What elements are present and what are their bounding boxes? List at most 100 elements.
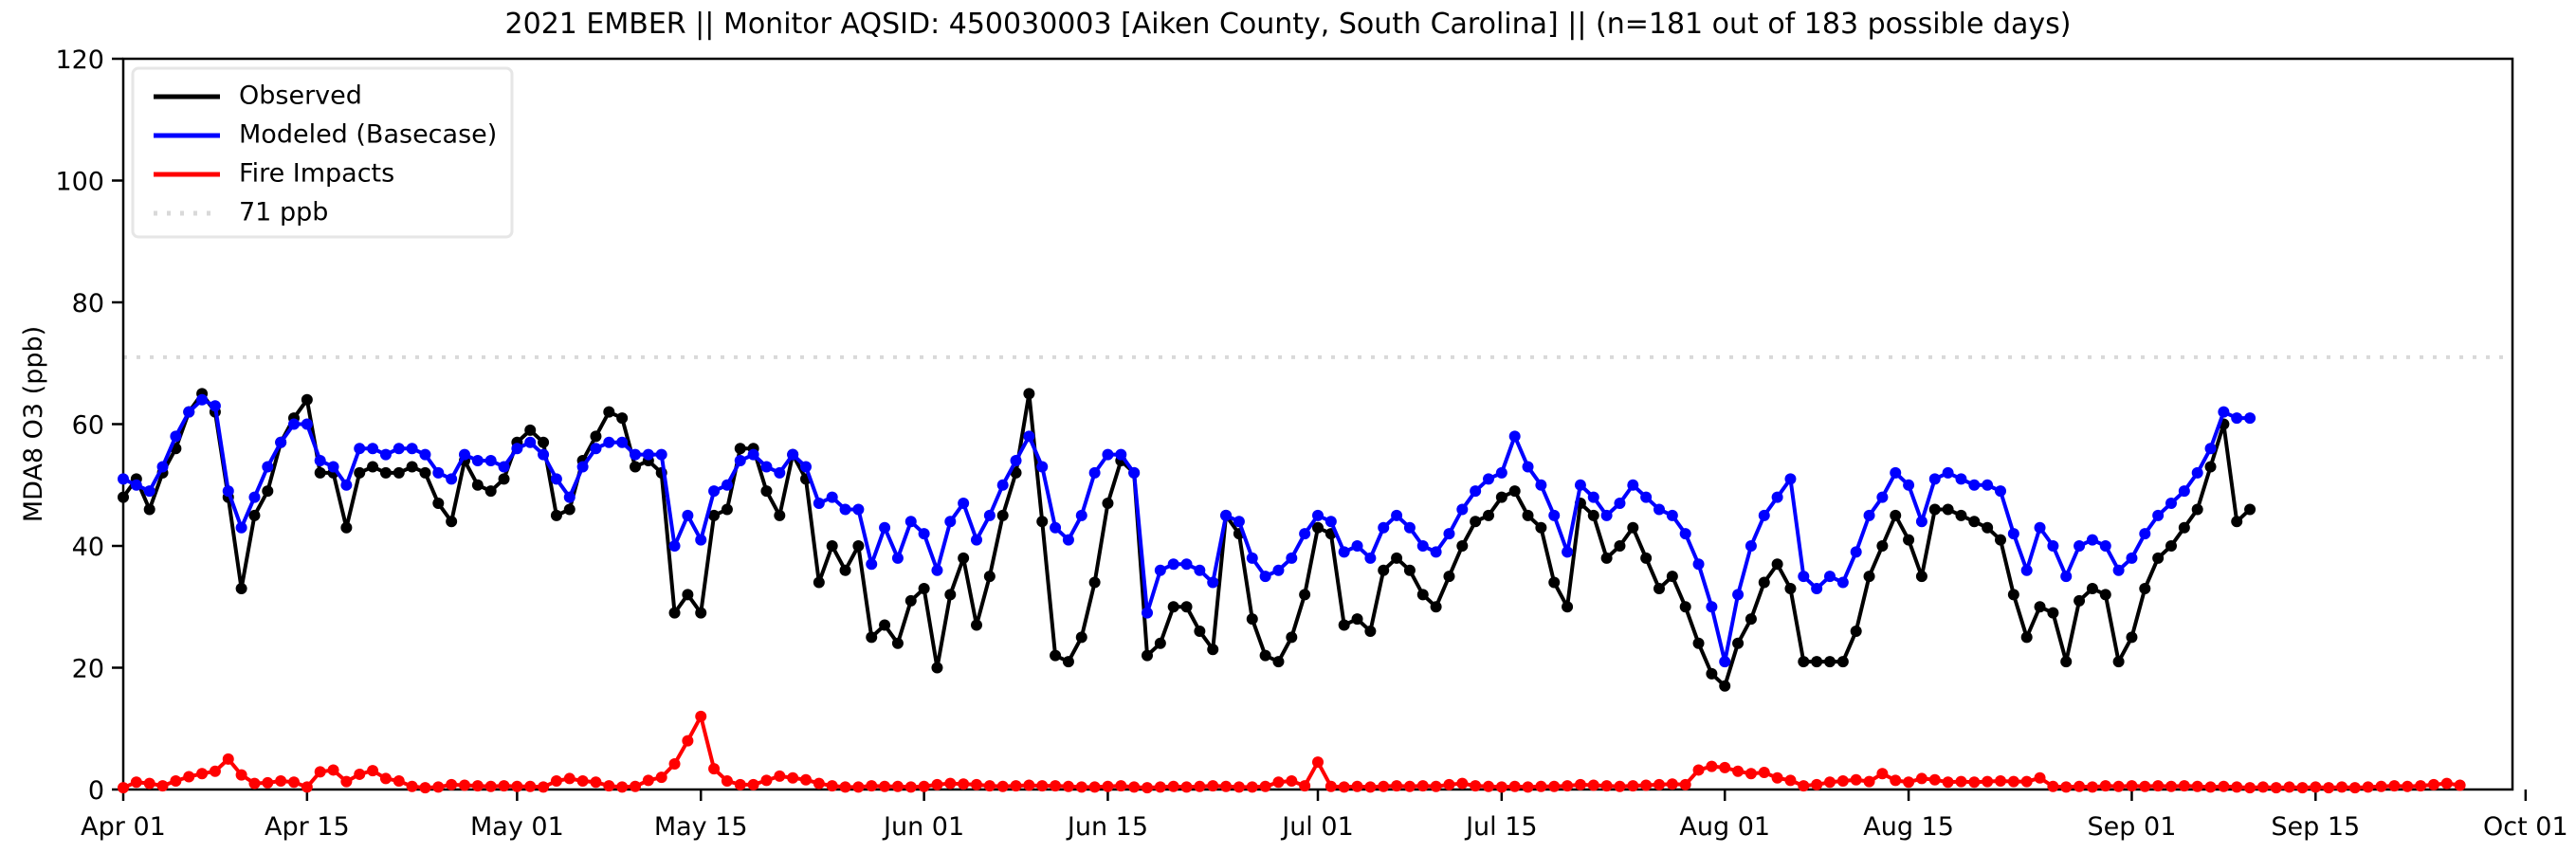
data-point (918, 582, 930, 594)
legend-label-0: Observed (239, 82, 362, 111)
data-point (550, 509, 562, 521)
data-point (616, 436, 629, 448)
data-point (2139, 582, 2151, 594)
data-point (1535, 479, 1547, 491)
data-point (1050, 649, 1062, 662)
data-point (1023, 779, 1035, 791)
data-point (2191, 503, 2203, 516)
data-point (393, 775, 405, 788)
data-point (538, 436, 550, 448)
data-point (2388, 780, 2401, 792)
data-point (2165, 780, 2177, 792)
data-point (327, 461, 339, 473)
data-point (1062, 534, 1074, 546)
data-point (630, 461, 641, 473)
data-point (944, 516, 957, 528)
data-point (1548, 576, 1561, 589)
data-point (1915, 571, 1927, 583)
data-point (1942, 503, 1954, 516)
data-point (471, 479, 484, 491)
data-point (1102, 498, 1114, 510)
data-point (1443, 571, 1455, 583)
data-point (944, 589, 957, 601)
data-point (944, 777, 957, 789)
data-point (576, 775, 589, 788)
data-point (1272, 776, 1285, 789)
data-point (1259, 571, 1271, 583)
x-tick-label: Jun 01 (882, 812, 964, 842)
data-point (2244, 412, 2256, 425)
data-point (1968, 479, 1981, 491)
y-tick-label: 0 (88, 776, 104, 806)
data-point (1955, 473, 1967, 485)
data-point (1719, 761, 1731, 773)
data-point (1903, 479, 1915, 491)
data-point (1154, 564, 1166, 576)
data-point (1982, 775, 1994, 788)
data-point (852, 540, 865, 552)
plot-border (121, 57, 2514, 791)
data-point (2178, 485, 2190, 498)
data-point (301, 781, 313, 793)
data-point (130, 776, 142, 789)
data-point (1863, 775, 1875, 788)
data-point (432, 498, 445, 510)
y-tick-label: 80 (72, 289, 104, 318)
data-point (1470, 780, 1482, 792)
data-point (2165, 498, 2177, 510)
data-point (760, 774, 773, 787)
data-point (1403, 780, 1416, 792)
data-point (983, 780, 996, 792)
data-point (1102, 448, 1114, 461)
data-point (2007, 589, 2019, 601)
data-point (275, 775, 287, 788)
data-point (393, 443, 405, 455)
data-point (1115, 780, 1127, 792)
data-point (2086, 582, 2098, 594)
data-point (590, 776, 602, 789)
data-point (931, 662, 943, 674)
data-point (1312, 509, 1324, 521)
data-point (1732, 589, 1745, 601)
data-point (958, 778, 970, 790)
data-point (839, 781, 851, 793)
x-tick-label: Apr 01 (81, 812, 166, 842)
data-point (760, 485, 773, 498)
data-point (1142, 782, 1153, 794)
data-point (2178, 780, 2190, 792)
data-point (1745, 768, 1757, 780)
data-point (2231, 516, 2243, 528)
data-point (354, 443, 366, 455)
data-point (524, 436, 537, 448)
data-point (1692, 558, 1705, 571)
data-point (340, 479, 353, 491)
data-point (1982, 479, 1994, 491)
data-point (668, 607, 681, 619)
data-point (826, 780, 838, 792)
data-point (918, 780, 930, 792)
data-point (1154, 637, 1166, 649)
data-point (1890, 774, 1902, 787)
data-point (367, 461, 379, 473)
data-point (1272, 656, 1285, 668)
data-point (314, 455, 326, 467)
x-tick-label: Jun 15 (1066, 812, 1148, 842)
data-point (1719, 656, 1731, 668)
data-point (419, 448, 431, 461)
data-point (1351, 780, 1363, 792)
data-point (2112, 780, 2125, 792)
data-point (1010, 455, 1022, 467)
data-point (1180, 781, 1193, 793)
data-point (1062, 780, 1074, 792)
data-point (774, 466, 786, 479)
data-point (971, 534, 982, 546)
data-point (1364, 552, 1377, 564)
data-point (852, 781, 865, 793)
data-point (1706, 667, 1718, 680)
data-point (1312, 521, 1324, 534)
data-point (1995, 534, 2006, 546)
data-point (2152, 780, 2165, 792)
data-point (1915, 772, 1927, 785)
data-point (787, 771, 799, 784)
data-point (879, 619, 891, 631)
